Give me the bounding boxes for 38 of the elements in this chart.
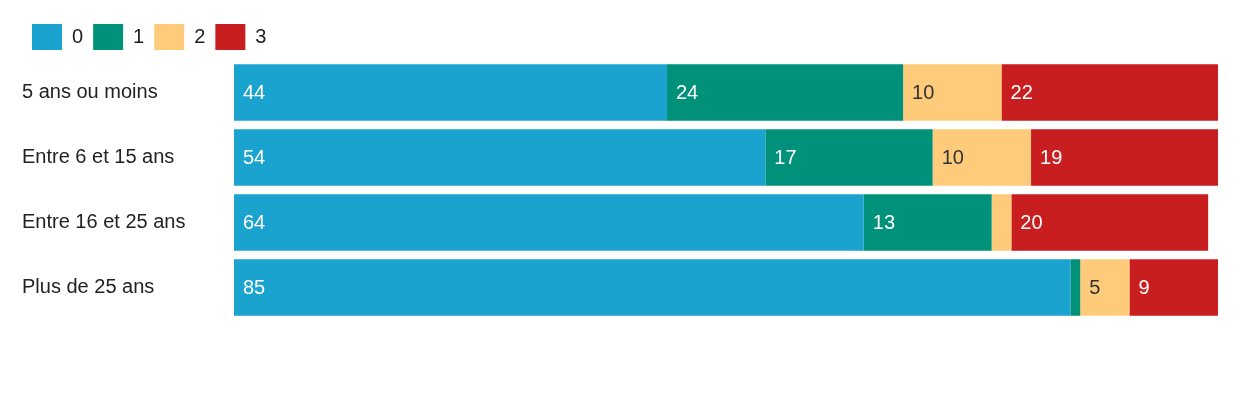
bar [991,194,1012,251]
bar [234,64,667,121]
data-label: 64 [243,211,266,234]
bar [666,64,904,121]
legend-label: 3 [255,24,267,47]
data-label: 85 [243,276,266,299]
y-tick-label: Entre 6 et 15 ans [22,145,175,168]
data-label: 54 [243,146,266,169]
data-label: 10 [941,146,964,169]
bar [765,129,933,186]
bar [234,194,864,251]
y-tick-label: Entre 16 et 25 ans [22,210,186,233]
bar [863,194,992,251]
legend-label: 0 [72,24,84,47]
data-label: 9 [1138,276,1150,299]
bar [234,259,1071,316]
data-label: 44 [243,81,266,104]
y-tick-label: 5 ans ou moins [22,80,158,103]
data-label: 10 [912,81,935,104]
legend-label: 2 [194,24,206,47]
data-label: 17 [774,146,797,169]
bar [932,129,1032,186]
bar [903,64,1002,121]
bar [1011,194,1209,251]
bar [1070,259,1081,316]
data-label: 13 [872,211,896,234]
bar [1080,259,1130,316]
bar [1001,64,1218,121]
data-label: 24 [675,81,699,104]
bar [1129,259,1218,316]
data-label: 5 [1089,276,1101,299]
bar [1031,129,1218,186]
bar [234,129,766,186]
y-tick-label: Plus de 25 ans [22,275,155,298]
legend-label: 1 [133,24,145,47]
data-label: 20 [1020,211,1043,234]
data-label: 22 [1010,81,1033,104]
data-label: 19 [1040,146,1063,169]
